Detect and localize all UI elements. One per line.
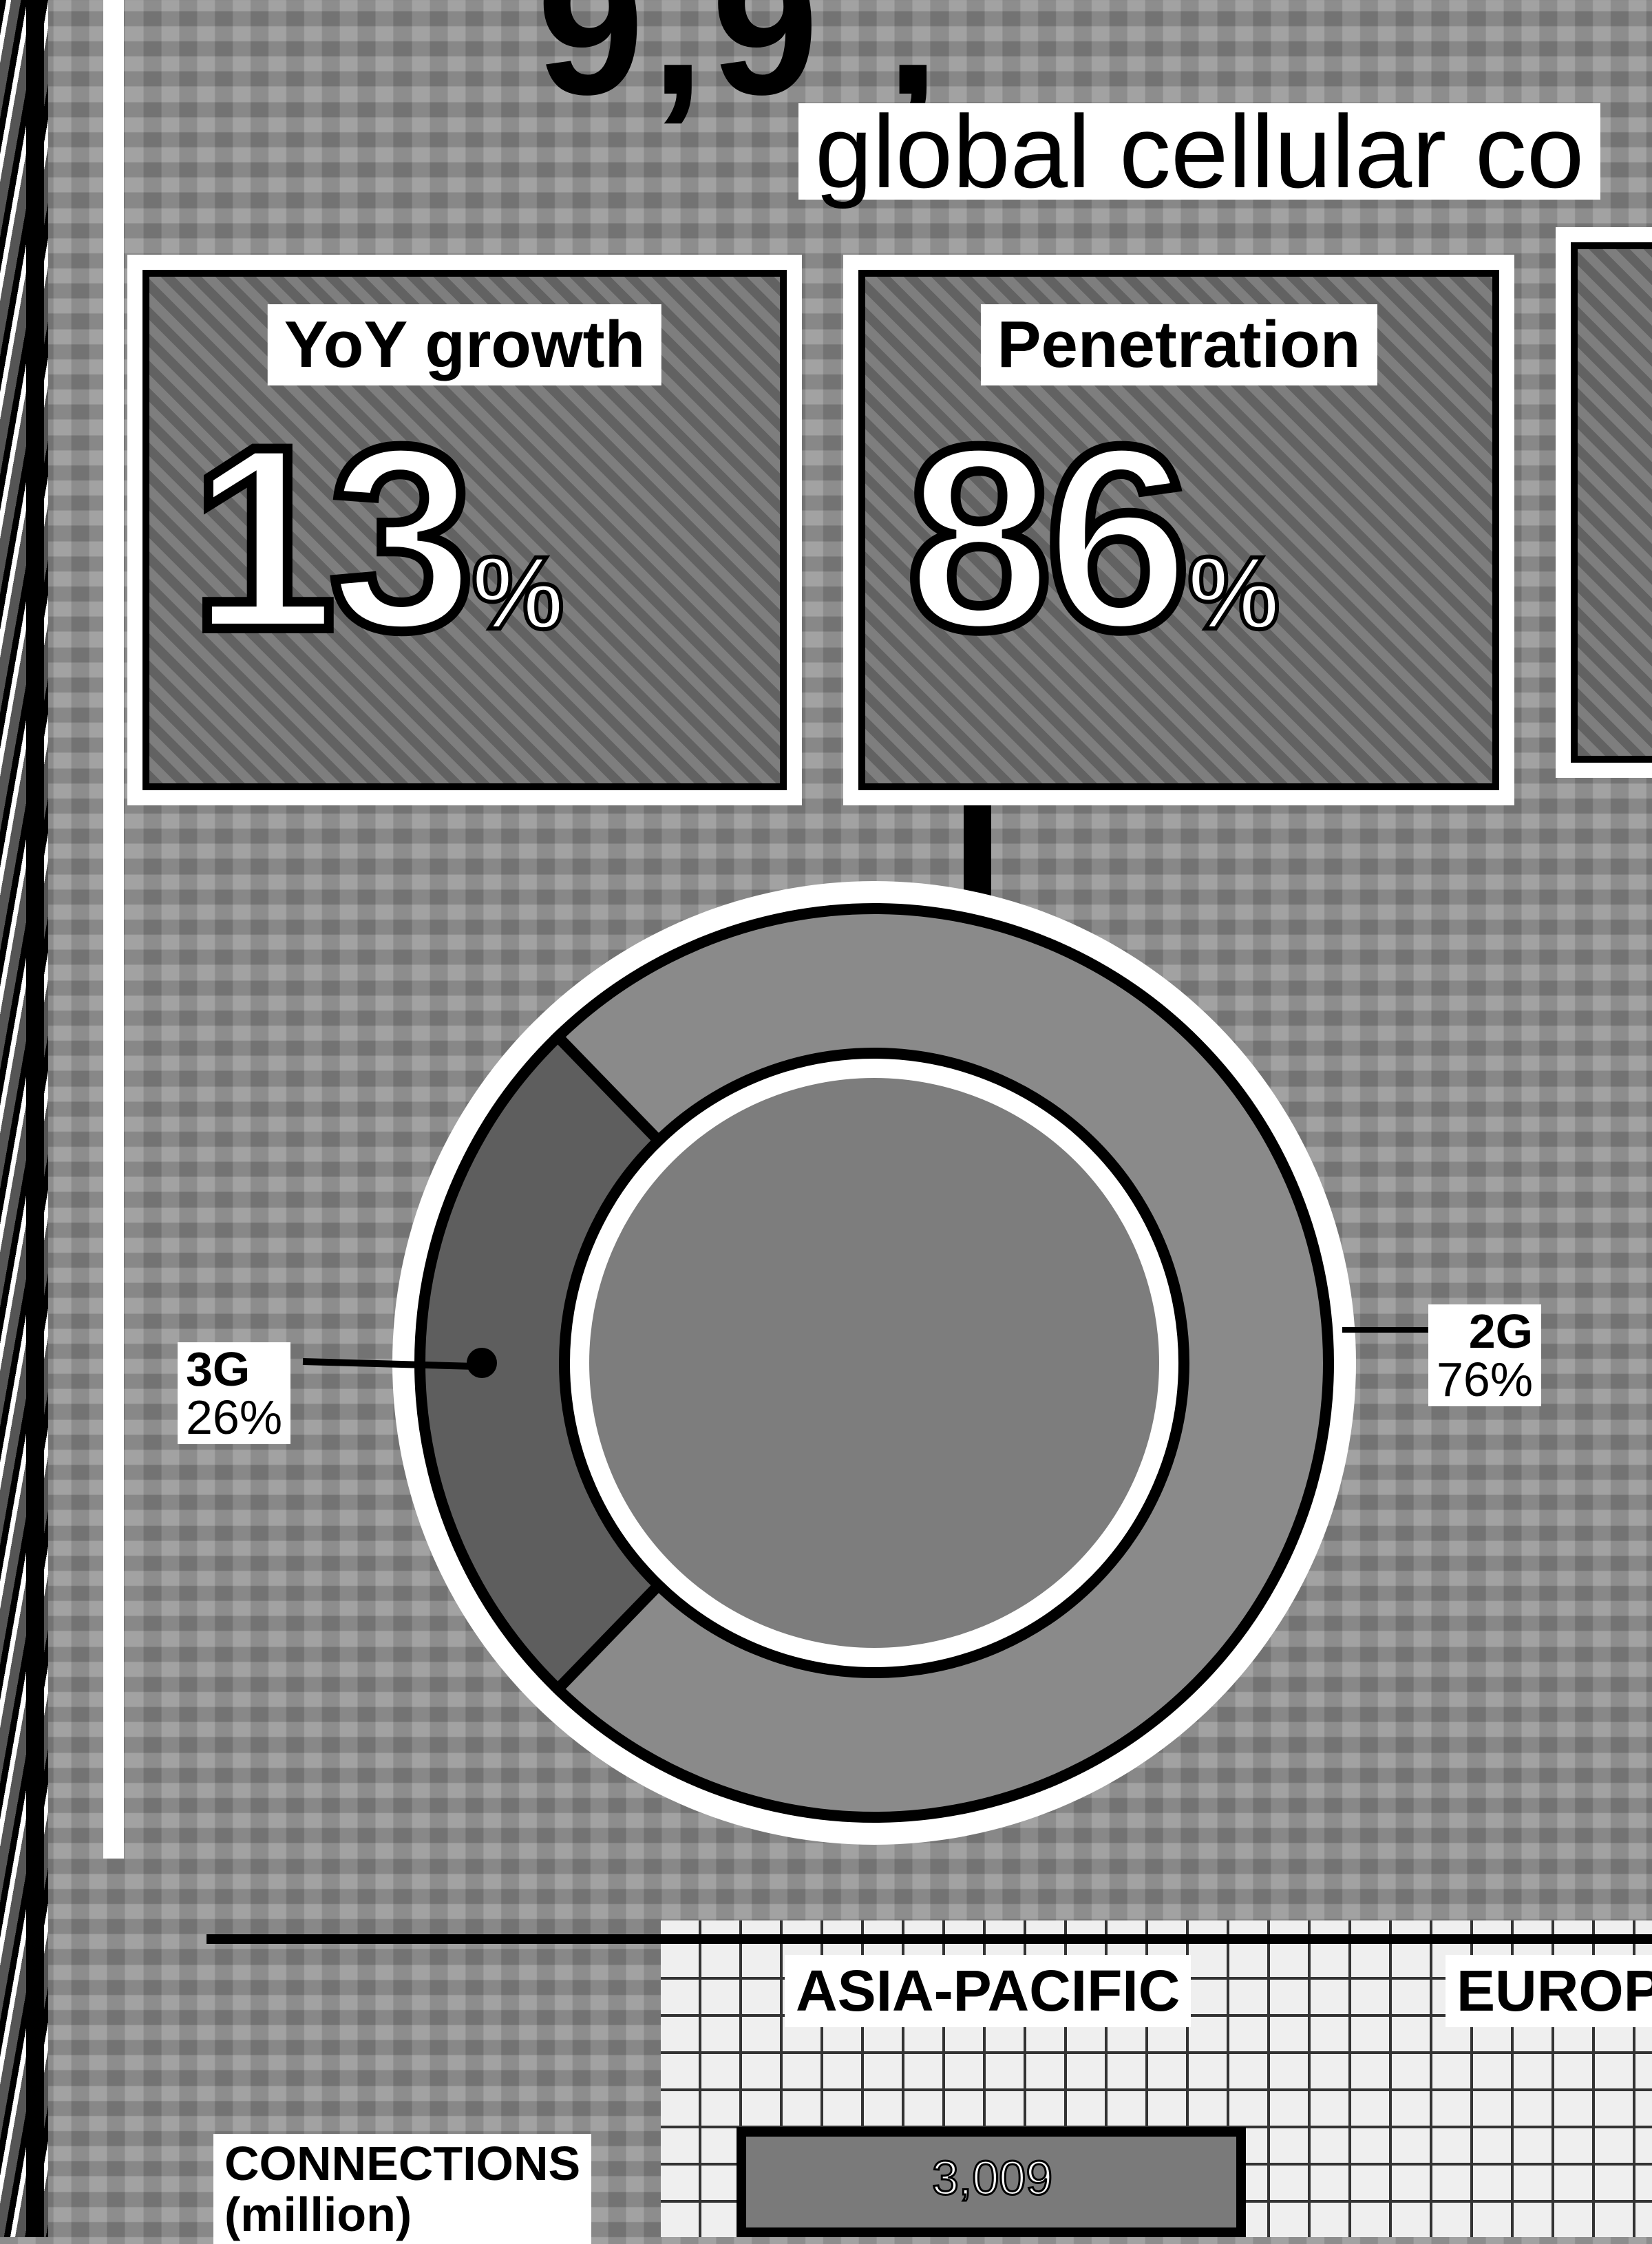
donut-slice-2g xyxy=(550,903,1334,1823)
kpi-card-yoy-growth: YoY growth 13% xyxy=(127,255,802,805)
row-label-line: CONNECTIONS xyxy=(224,2137,581,2190)
callout-series-name: 3G xyxy=(186,1342,251,1396)
kpi-card-cropped xyxy=(1556,227,1652,778)
row-label-line: (million) xyxy=(224,2188,412,2241)
kpi-label: Penetration xyxy=(980,304,1377,385)
callout-3g: 3G 26% xyxy=(178,1342,291,1444)
regional-table-rule xyxy=(206,1934,1652,1944)
kpi-card-frame: YoY growth 13% xyxy=(142,270,787,790)
kpi-unit: % xyxy=(470,533,566,653)
kpi-value: 86 xyxy=(902,392,1196,684)
connections-value-box: 3,009 xyxy=(737,2127,1246,2237)
donut-slices xyxy=(414,903,1334,1823)
technology-donut-chart xyxy=(392,881,1356,1845)
callout-series-value: 76% xyxy=(1437,1353,1534,1406)
kpi-card-penetration: Penetration 86% xyxy=(843,255,1514,805)
row-label-connections: CONNECTIONS (million) xyxy=(213,2134,592,2244)
connections-value: 3,009 xyxy=(931,2150,1053,2206)
background-vertical-rule xyxy=(103,0,124,1859)
donut-slice-3g xyxy=(414,1028,667,1697)
region-header: ASIA-PACIFIC xyxy=(785,1955,1192,2027)
kpi-value: 13 xyxy=(186,392,480,684)
headline-subtitle: global cellular co xyxy=(798,100,1601,203)
kpi-value-group: 13% xyxy=(186,403,566,674)
kpi-card-frame xyxy=(1571,242,1652,763)
kpi-value-group: 86% xyxy=(902,403,1282,674)
left-edge-line xyxy=(26,0,44,2237)
callout-2g: 2G 76% xyxy=(1428,1304,1542,1406)
region-header: EUROP xyxy=(1446,1955,1652,2027)
kpi-unit: % xyxy=(1186,533,1282,653)
kpi-label: YoY growth xyxy=(267,304,662,385)
donut-hole xyxy=(589,1078,1159,1648)
callout-series-value: 26% xyxy=(186,1390,283,1444)
kpi-card-frame: Penetration 86% xyxy=(858,270,1499,790)
callout-series-name: 2G xyxy=(1468,1304,1534,1358)
